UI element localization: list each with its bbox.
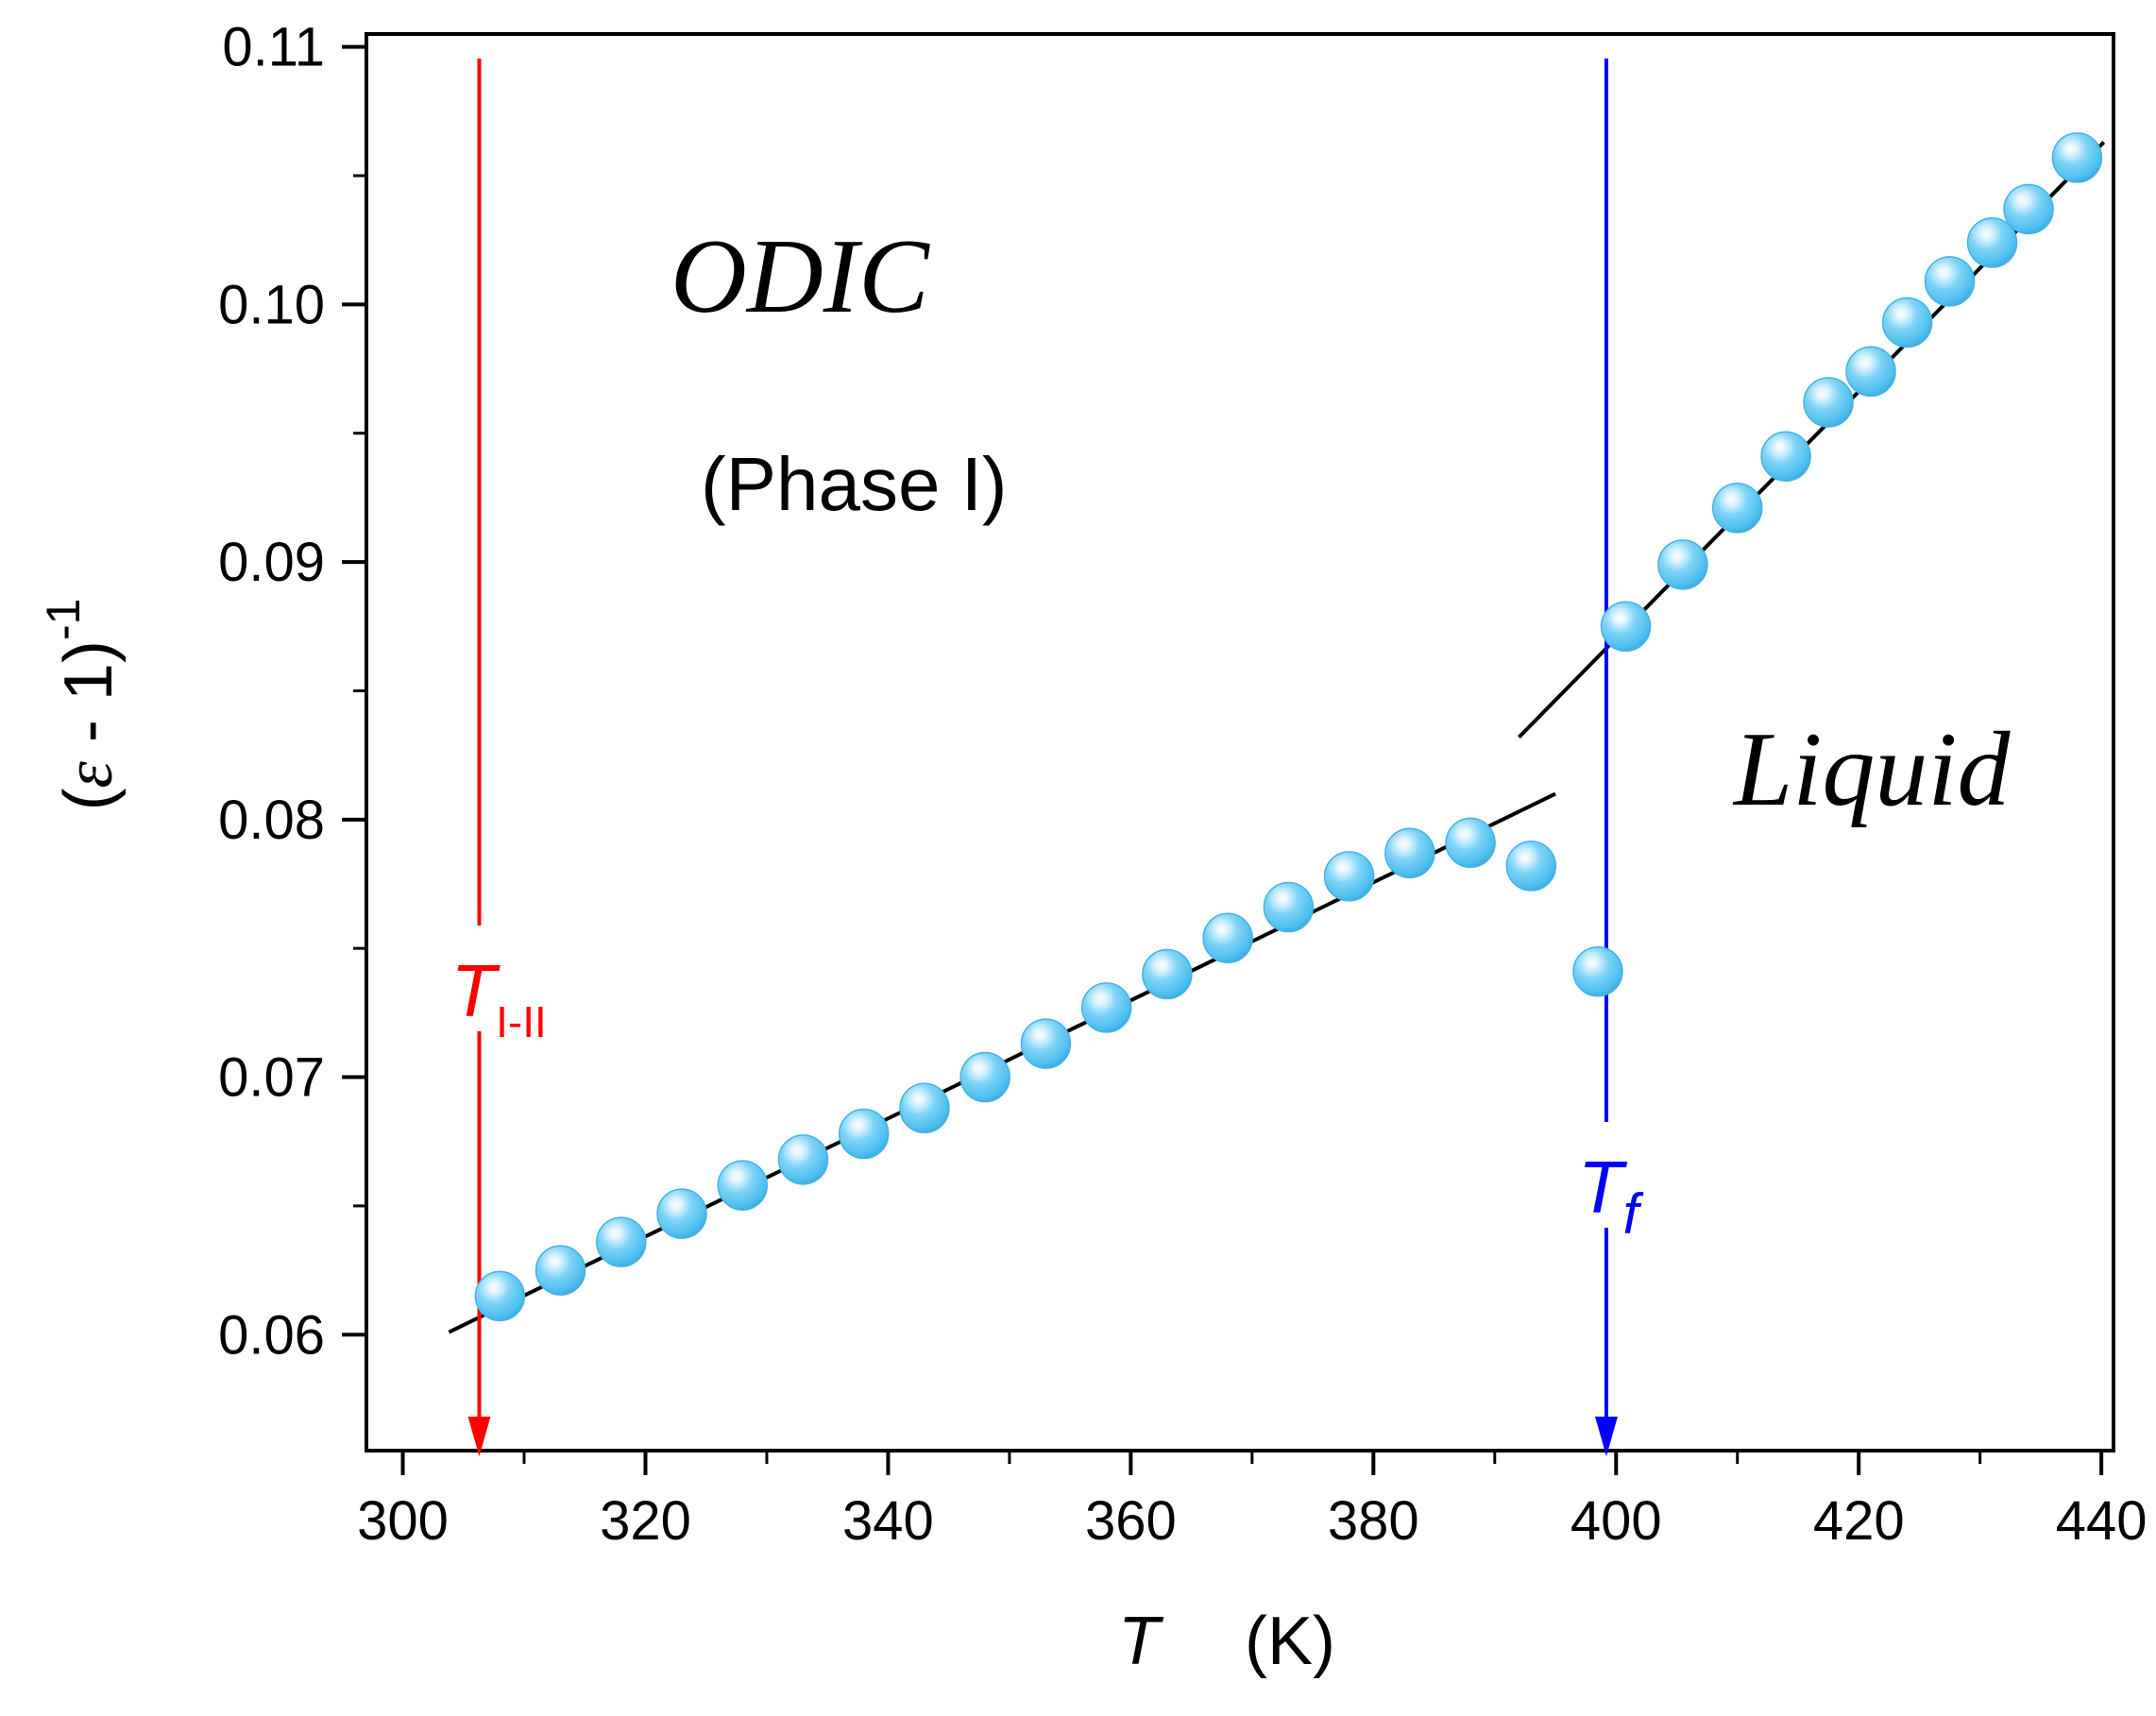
annotation-phase: (Phase I) (701, 442, 1008, 526)
data-point-26 (1924, 256, 1976, 307)
data-point-27 (1966, 217, 2018, 268)
data-point-18 (1572, 945, 1623, 997)
data-point-24 (1845, 346, 1896, 398)
data-point-25 (1881, 297, 1933, 348)
transition-markers: TI-II Tf (450, 59, 1644, 1456)
marker-arrowhead-T-f (1594, 1417, 1618, 1456)
data-point-7 (899, 1082, 950, 1134)
marker-label-T-f: Tf (1578, 1146, 1644, 1246)
data-point-5 (777, 1134, 829, 1185)
marker-T-f: Tf (1578, 59, 1644, 1456)
y-tick-label-0.09: 0.09 (218, 532, 325, 593)
data-point-8 (959, 1051, 1010, 1103)
data-point-17 (1505, 841, 1557, 892)
y-tick-label-0.10: 0.10 (218, 274, 325, 335)
x-axis-unit: (K) (1245, 1604, 1335, 1679)
marker-arrowhead-T-I-II (467, 1417, 491, 1456)
marker-T-I-II: TI-II (450, 59, 547, 1456)
data-point-2 (596, 1216, 647, 1267)
x-tick-label-400: 400 (1570, 1490, 1662, 1552)
annotation-odic: ODIC (671, 218, 930, 335)
data-point-16 (1445, 817, 1496, 869)
data-point-1 (535, 1245, 586, 1296)
y-axis-rest: - 1) (51, 640, 127, 761)
y-axis-epsilon: ε (51, 760, 127, 788)
data-point-14 (1323, 851, 1375, 902)
data-point-22 (1760, 431, 1811, 483)
data-point-3 (656, 1188, 707, 1239)
y-axis-paren: ( (51, 788, 127, 810)
y-axis-title: (ε - 1)-1 (37, 599, 127, 811)
axes: 300 320 340 360 380 400 420 440 0.06 0.07 0.08 0.09… (218, 17, 2147, 1552)
y-tick-label-0.08: 0.08 (218, 790, 325, 851)
y-tick-label-0.07: 0.07 (218, 1047, 325, 1109)
y-axis-superscript: -1 (37, 599, 90, 640)
annotation-liquid: Liquid (1732, 711, 2012, 828)
data-point-15 (1384, 827, 1435, 879)
data-point-10 (1080, 982, 1132, 1033)
data-point-20 (1657, 539, 1708, 590)
plot-frame (365, 32, 2115, 1453)
x-tick-label-360: 360 (1085, 1490, 1177, 1552)
x-tick-label-440: 440 (2056, 1490, 2148, 1552)
data-point-29 (2051, 132, 2103, 183)
x-axis-title: T (1118, 1604, 1164, 1679)
data-point-19 (1600, 601, 1652, 653)
data-point-0 (474, 1270, 526, 1322)
data-point-13 (1263, 881, 1315, 933)
x-tick-label-380: 380 (1328, 1490, 1419, 1552)
y-tick-label-0.06: 0.06 (218, 1304, 325, 1366)
data-point-9 (1020, 1018, 1072, 1069)
data-point-11 (1142, 948, 1193, 1000)
y-tick-label-0.11: 0.11 (222, 17, 325, 78)
data-point-28 (2003, 183, 2054, 235)
x-tick-label-300: 300 (357, 1490, 449, 1552)
svg-text:(ε - 1)-1: (ε - 1)-1 (37, 599, 127, 811)
data-point-4 (717, 1160, 769, 1211)
x-tick-label-420: 420 (1813, 1490, 1905, 1552)
data-point-23 (1803, 377, 1854, 428)
data-points (474, 132, 2103, 1322)
x-tick-label-340: 340 (842, 1490, 934, 1552)
data-point-6 (838, 1108, 890, 1160)
data-point-12 (1202, 912, 1253, 964)
x-tick-label-320: 320 (600, 1490, 691, 1552)
marker-label-T-I-II: TI-II (450, 949, 546, 1046)
data-point-21 (1711, 483, 1763, 534)
